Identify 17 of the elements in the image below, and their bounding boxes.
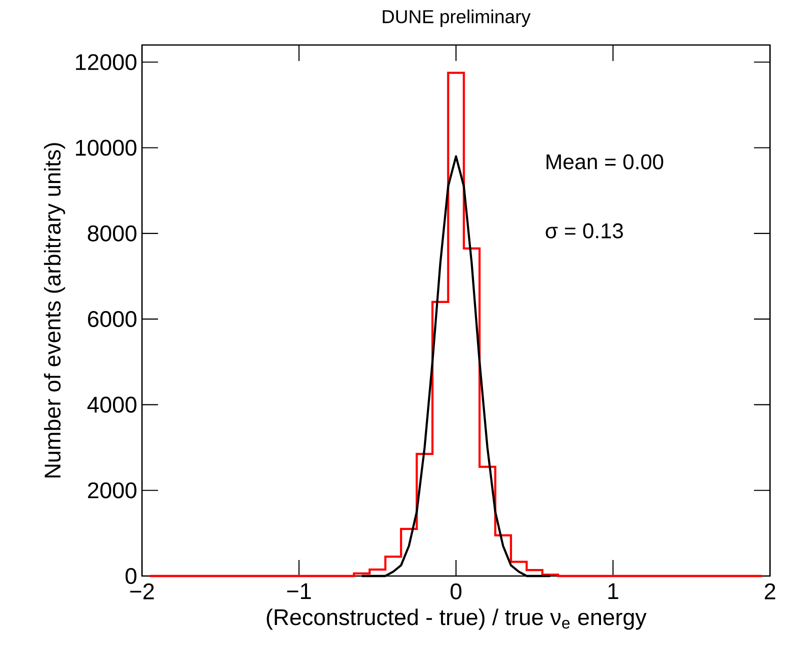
x-tick-label: 1 [608,583,618,599]
x-tick-label: 2 [764,583,776,600]
x-tick-label: −1 [287,583,311,599]
y-tick-label: 8000 [88,225,136,242]
y-tick-label: 6000 [88,311,136,328]
y-axis-title: Number of events (arbitrary units) [44,143,66,478]
y-tick-label: 0 [126,568,136,584]
annotation: σ = 0.13 [546,223,623,238]
x-axis-title: (Reconstructed - true) / true ν$_{e}$ energy [266,608,647,630]
y-tick-label: 2000 [88,482,136,498]
x-tick-label: −2 [130,583,154,600]
y-tick-label: 4000 [87,396,136,413]
y-tick-label: 12000 [76,54,136,70]
annotation: Mean = 0.00 [546,154,664,170]
y-tick-label: 10000 [76,140,136,156]
x-tick-label: 0 [450,583,462,600]
chart-title: DUNE preliminary [382,10,531,27]
